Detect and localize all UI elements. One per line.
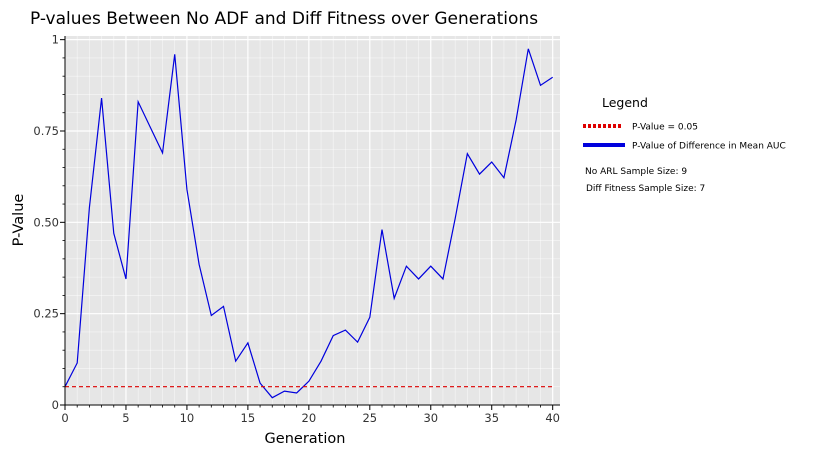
legend-note-diff-fitness: Diff Fitness Sample Size: 7: [586, 184, 705, 194]
pvalue-series-line: [64, 48, 554, 399]
x-tick-label: 15: [241, 411, 256, 425]
x-tick-label: 35: [484, 411, 499, 425]
x-tick-label: 30: [423, 411, 438, 425]
x-axis-title: Generation: [265, 431, 346, 447]
y-tick-label: 0: [52, 398, 59, 412]
axis-ticks: 0 5 10 15 20 25 30 35 40 0 0.25 0.50 0.75 1: [33, 33, 560, 425]
x-tick-label: 25: [362, 411, 377, 425]
y-tick-label: 1: [52, 33, 59, 47]
x-tick-label: 20: [302, 411, 317, 425]
legend: Legend P-Value = 0.05 P-Value of Differe…: [583, 95, 786, 194]
y-tick-label: 0.75: [33, 124, 59, 138]
x-tick-label: 10: [180, 411, 195, 425]
series-layer: [64, 48, 554, 399]
y-tick-label: 0.50: [33, 215, 59, 229]
plot-area: [65, 36, 560, 405]
y-tick-label: 0.25: [33, 307, 59, 321]
chart-title: P-values Between No ADF and Diff Fitness…: [30, 9, 538, 29]
legend-note-no-arl: No ARL Sample Size: 9: [585, 167, 687, 177]
grid-minor: [65, 36, 560, 405]
legend-label-pvalue: P-Value of Difference in Mean AUC: [632, 142, 786, 152]
y-axis-title: P-Value: [11, 194, 27, 247]
legend-title: Legend: [602, 95, 648, 110]
x-tick-label: 40: [545, 411, 560, 425]
x-tick-label: 0: [61, 411, 68, 425]
x-tick-label: 5: [122, 411, 129, 425]
legend-label-threshold: P-Value = 0.05: [632, 123, 698, 133]
